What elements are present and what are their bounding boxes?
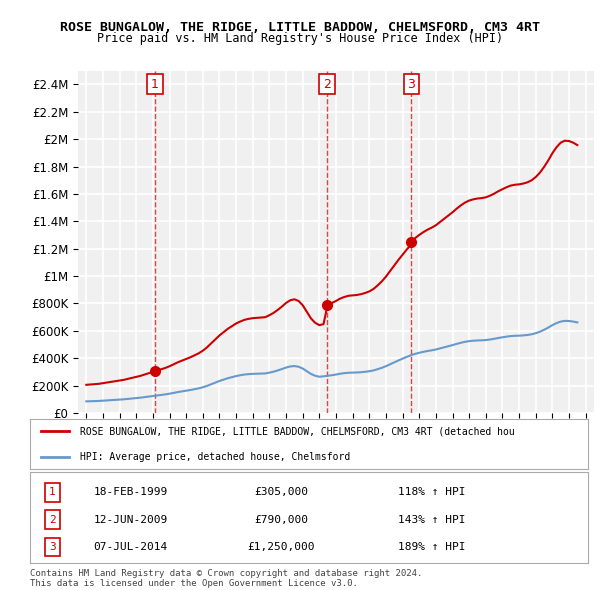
Text: 1: 1 — [49, 487, 56, 497]
Text: HPI: Average price, detached house, Chelmsford: HPI: Average price, detached house, Chel… — [80, 451, 350, 461]
Text: Contains HM Land Registry data © Crown copyright and database right 2024.: Contains HM Land Registry data © Crown c… — [30, 569, 422, 578]
Text: 143% ↑ HPI: 143% ↑ HPI — [398, 514, 466, 525]
Text: 118% ↑ HPI: 118% ↑ HPI — [398, 487, 466, 497]
Text: 07-JUL-2014: 07-JUL-2014 — [94, 542, 167, 552]
Text: 189% ↑ HPI: 189% ↑ HPI — [398, 542, 466, 552]
Text: ROSE BUNGALOW, THE RIDGE, LITTLE BADDOW, CHELMSFORD, CM3 4RT (detached hou: ROSE BUNGALOW, THE RIDGE, LITTLE BADDOW,… — [80, 427, 515, 437]
Text: 3: 3 — [49, 542, 56, 552]
Text: 2: 2 — [323, 78, 331, 91]
Text: This data is licensed under the Open Government Licence v3.0.: This data is licensed under the Open Gov… — [30, 579, 358, 588]
Text: 12-JUN-2009: 12-JUN-2009 — [94, 514, 167, 525]
Text: ROSE BUNGALOW, THE RIDGE, LITTLE BADDOW, CHELMSFORD, CM3 4RT: ROSE BUNGALOW, THE RIDGE, LITTLE BADDOW,… — [60, 21, 540, 34]
Text: 18-FEB-1999: 18-FEB-1999 — [94, 487, 167, 497]
Text: 1: 1 — [151, 78, 159, 91]
Text: 3: 3 — [407, 78, 415, 91]
Text: £1,250,000: £1,250,000 — [247, 542, 315, 552]
Text: Price paid vs. HM Land Registry's House Price Index (HPI): Price paid vs. HM Land Registry's House … — [97, 32, 503, 45]
Text: £305,000: £305,000 — [254, 487, 308, 497]
Text: 2: 2 — [49, 514, 56, 525]
Text: £790,000: £790,000 — [254, 514, 308, 525]
